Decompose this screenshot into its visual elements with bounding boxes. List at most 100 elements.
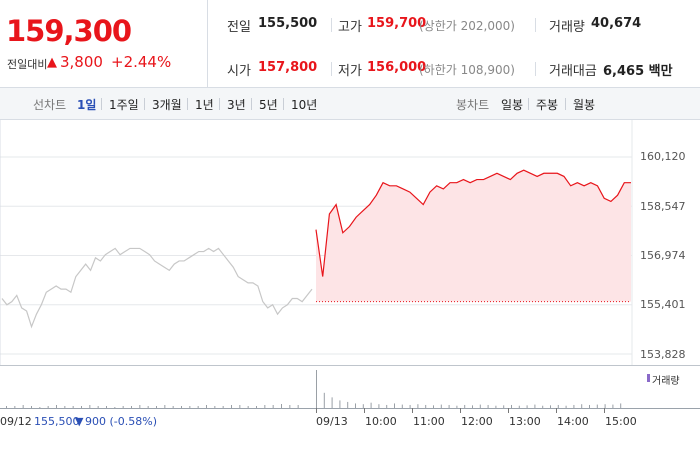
x-tick xyxy=(460,408,461,413)
volume-bar xyxy=(511,404,512,408)
divider xyxy=(251,98,252,110)
volume-bar xyxy=(214,406,216,408)
volume-bar xyxy=(464,404,466,408)
period-1w-button[interactable]: 1주일 xyxy=(109,98,139,112)
candle-monthly-button[interactable]: 월봉 xyxy=(573,98,596,112)
volume-bar xyxy=(122,406,124,408)
volume-bar xyxy=(97,406,99,408)
volume-bar xyxy=(6,406,7,408)
divider xyxy=(187,98,188,110)
volume-bar xyxy=(147,406,149,408)
volume-bar xyxy=(197,406,199,408)
candle-weekly-button[interactable]: 주봉 xyxy=(536,98,559,112)
x-tick xyxy=(508,408,509,413)
volume-bar xyxy=(440,404,442,408)
period-5y-button[interactable]: 5년 xyxy=(259,98,278,112)
period-10y-button[interactable]: 10년 xyxy=(291,98,318,112)
volume-bar xyxy=(479,404,481,408)
price-box xyxy=(0,0,208,88)
volume-legend-marker xyxy=(647,374,650,382)
open-value: 157,800 xyxy=(258,60,318,75)
volume-bar xyxy=(89,405,91,408)
prev-close-price: 155,500 xyxy=(34,415,80,428)
volume-bar xyxy=(620,403,622,408)
volume-bar xyxy=(222,406,224,408)
volume-bar xyxy=(181,406,182,408)
prev-change: 900 (-0.58%) xyxy=(85,415,157,428)
lower-limit: (하한가 108,900) xyxy=(419,63,515,77)
volume-bar xyxy=(239,405,241,408)
volume-bar xyxy=(433,405,434,408)
volume-bar xyxy=(409,404,411,408)
x-label-prev-date: 09/12 xyxy=(0,415,32,428)
volume-bar xyxy=(425,404,427,408)
volume-bar xyxy=(156,406,157,408)
volume-divider xyxy=(0,365,700,366)
volume-bar xyxy=(31,406,32,408)
volume-bar xyxy=(581,404,583,408)
volume-bar xyxy=(565,405,567,408)
divider xyxy=(219,98,220,110)
volume-bar xyxy=(106,406,107,408)
x-tick xyxy=(316,408,317,413)
volume-chart xyxy=(6,370,622,408)
volume-bar xyxy=(557,404,559,408)
today-price-line xyxy=(315,169,631,277)
volume-bar xyxy=(518,405,520,408)
volume-bar xyxy=(550,405,551,408)
x-label: 11:00 xyxy=(413,415,445,428)
x-label: 13:00 xyxy=(509,415,541,428)
quote-header xyxy=(0,0,700,88)
volume-bar xyxy=(206,405,207,408)
volume-bar xyxy=(81,406,82,408)
x-label: 09/13 xyxy=(316,415,348,428)
volume-bar xyxy=(448,404,450,408)
divider xyxy=(283,98,284,110)
volume-bar xyxy=(114,407,116,408)
volume-bar xyxy=(164,405,166,408)
upper-limit: (상한가 202,000) xyxy=(419,19,515,33)
price-chart[interactable] xyxy=(0,120,700,365)
volume-bar xyxy=(14,406,16,408)
trade-value-value: 6,465 백만 xyxy=(603,64,673,79)
low-label: 저가 xyxy=(338,64,362,79)
volume-bar xyxy=(456,405,458,408)
period-1d-button[interactable]: 1일 xyxy=(77,98,97,112)
volume-bar xyxy=(264,405,266,408)
candle-daily-button[interactable]: 일봉 xyxy=(501,98,524,112)
volume-bar xyxy=(297,405,299,408)
volume-bar xyxy=(64,406,66,408)
divider xyxy=(331,62,332,76)
divider xyxy=(101,98,102,110)
x-tick xyxy=(556,408,557,413)
period-3m-button[interactable]: 3개월 xyxy=(152,98,182,112)
y-tick-label: 155,401 xyxy=(640,298,686,311)
volume-bar xyxy=(289,405,291,408)
x-tick xyxy=(412,408,413,413)
volume-bar xyxy=(472,405,473,408)
volume-bar xyxy=(526,405,528,408)
prev-day-line xyxy=(1,247,313,329)
x-label: 15:00 xyxy=(605,415,637,428)
high-label: 고가 xyxy=(338,20,362,35)
volume-bar xyxy=(316,370,317,408)
volume-bar xyxy=(272,405,274,408)
divider xyxy=(535,62,536,76)
up-triangle-icon: ▲ xyxy=(47,55,57,70)
x-label: 12:00 xyxy=(461,415,493,428)
y-tick-label: 160,120 xyxy=(640,150,686,163)
volume-bar xyxy=(355,403,356,408)
divider xyxy=(144,98,145,110)
volume-bar xyxy=(247,406,249,408)
volume-value: 40,674 xyxy=(591,16,642,31)
period-3y-button[interactable]: 3년 xyxy=(227,98,246,112)
trade-value-label: 거래대금 xyxy=(549,64,597,79)
x-label: 10:00 xyxy=(365,415,397,428)
volume-bar xyxy=(47,406,49,408)
volume-bar xyxy=(256,406,257,408)
volume-bar xyxy=(139,405,141,408)
change-label: 전일대비 xyxy=(7,58,48,71)
change-amount: 3,800 xyxy=(60,53,103,71)
period-1y-button[interactable]: 1년 xyxy=(195,98,214,112)
volume-bar xyxy=(347,401,349,408)
